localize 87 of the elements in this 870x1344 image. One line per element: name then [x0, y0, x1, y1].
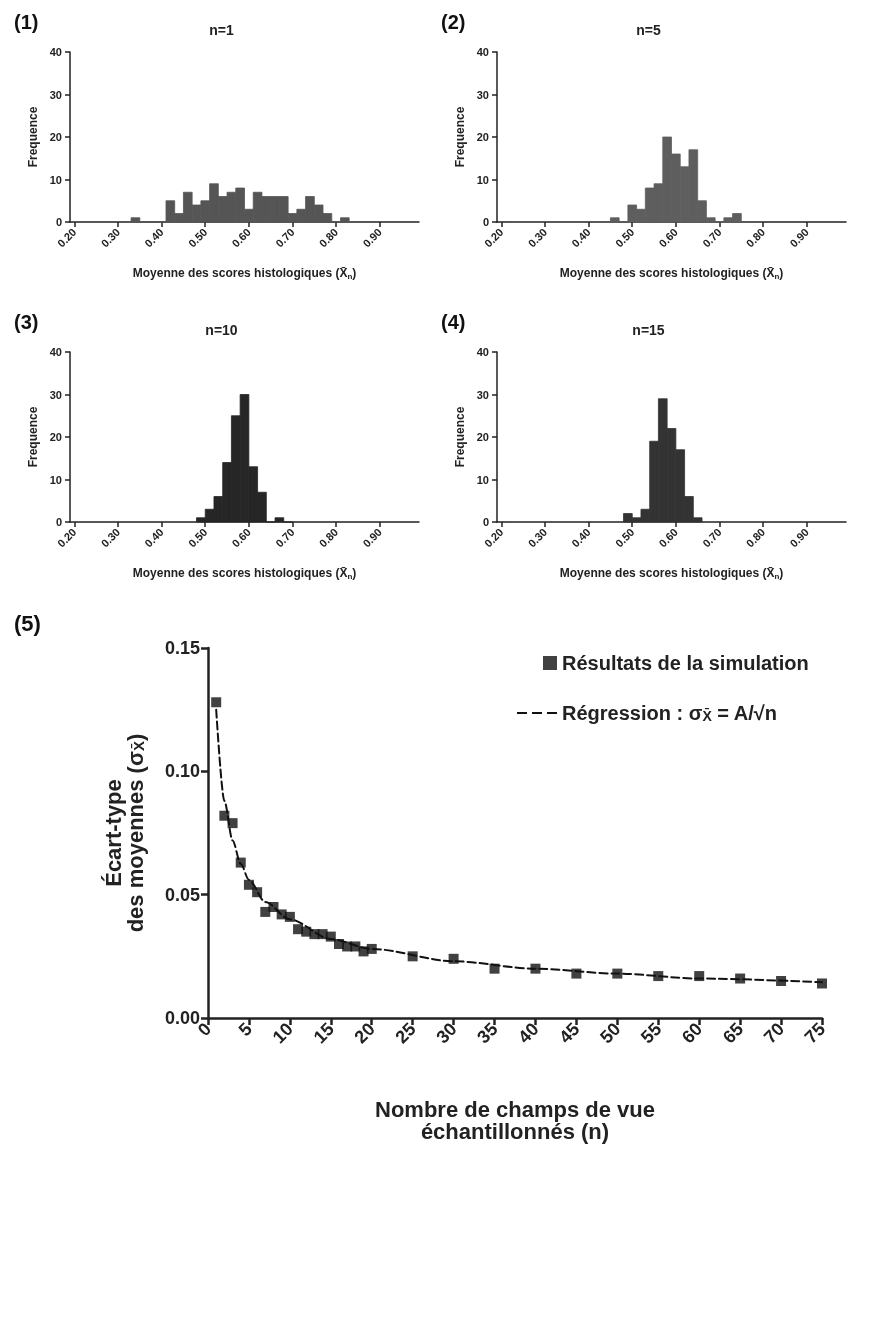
legend-label: Régression : σX̄ = A/√n — [562, 702, 777, 724]
x-tick-label: 0.40 — [569, 525, 593, 550]
x-tick-label: 0.90 — [360, 225, 384, 250]
x-tick-label: 0.80 — [316, 225, 341, 250]
chart-title: n=15 — [632, 322, 665, 338]
y-tick-label: 0 — [482, 516, 489, 528]
y-tick-label: 0.15 — [164, 638, 200, 658]
x-tick-label: 0.30 — [525, 525, 550, 550]
x-tick-label: 0.20 — [481, 525, 506, 550]
x-tick-label: 0.30 — [98, 525, 123, 550]
x-tick-label: 65 — [718, 1018, 748, 1048]
x-tick-label: 0.70 — [700, 225, 724, 250]
x-tick-label: 0.40 — [569, 225, 593, 250]
x-tick-label: 0.90 — [787, 525, 811, 550]
y-axis-title: Frequence — [25, 406, 40, 468]
x-tick-label: 0.70 — [273, 525, 297, 550]
text: (5) — [14, 610, 41, 636]
x-tick-label: 0.50 — [612, 525, 637, 550]
text: (3) — [14, 311, 39, 333]
x-tick-label: 0.40 — [142, 525, 166, 550]
x-tick-label: 0.20 — [54, 525, 79, 550]
x-tick-label: 45 — [555, 1018, 584, 1048]
y-axis-title: Frequence — [452, 106, 467, 168]
x-tick-label: 0.80 — [743, 225, 768, 250]
x-tick-label: 0.50 — [185, 525, 210, 550]
x-tick-label: 40 — [514, 1018, 543, 1048]
y-axis-title: Écart-type des moyennes (σX̄) — [100, 733, 148, 933]
x-tick-label: 0.90 — [360, 525, 384, 550]
x-tick-label: 30 — [432, 1018, 461, 1048]
x-tick-label: 0.90 — [787, 225, 811, 250]
x-tick-label: 0.30 — [525, 225, 550, 250]
y-tick-label: 40 — [49, 346, 62, 358]
y-tick-label: 20 — [476, 131, 489, 143]
y-axis-title: Frequence — [452, 406, 467, 468]
x-tick-label: 25 — [391, 1018, 420, 1048]
y-tick-label: 40 — [476, 346, 489, 358]
x-tick-label: 50 — [596, 1018, 625, 1048]
y-tick-label: 30 — [476, 88, 489, 101]
y-axis-title: Frequence — [25, 106, 40, 168]
text: (4) — [441, 311, 466, 333]
chart-title: n=5 — [636, 22, 661, 38]
x-tick-label: 35 — [473, 1018, 502, 1048]
y-tick-label: 0 — [55, 216, 62, 228]
x-tick-label: 0.60 — [229, 525, 254, 550]
y-tick-label: 0.10 — [164, 761, 200, 782]
x-tick-label: 0.30 — [98, 225, 123, 250]
y-tick-label: 10 — [476, 173, 489, 186]
y-tick-label: 0 — [482, 216, 489, 228]
y-tick-label: 10 — [476, 473, 489, 486]
y-tick-label: 30 — [49, 388, 62, 401]
x-tick-label: 55 — [637, 1018, 666, 1048]
x-tick-label: 0.80 — [316, 525, 341, 550]
y-tick-label: 40 — [49, 46, 62, 58]
x-tick-label: 20 — [350, 1018, 379, 1048]
x-tick-label: 60 — [677, 1018, 707, 1048]
x-tick-label: 0.40 — [142, 225, 166, 250]
x-tick-label: 0.20 — [54, 225, 79, 250]
legend-label: Résultats de la simulation — [562, 652, 809, 674]
x-tick-label: 0.60 — [656, 525, 681, 550]
x-tick-label: 0.70 — [273, 225, 297, 250]
y-tick-label: 40 — [476, 46, 489, 58]
x-tick-label: 5 — [234, 1018, 256, 1041]
x-tick-label: 0.80 — [743, 525, 768, 550]
y-tick-label: 30 — [49, 88, 62, 101]
x-tick-label: 0.60 — [229, 225, 254, 250]
x-axis-title: Nombre de champs de vue échantillonnés (n) — [375, 1096, 655, 1144]
x-tick-label: 0.20 — [481, 225, 506, 250]
x-tick-label: 15 — [309, 1018, 338, 1048]
x-tick-label: 0.60 — [656, 225, 681, 250]
text: (2) — [441, 11, 466, 33]
y-tick-label: 30 — [476, 388, 489, 401]
x-tick-label: 0.70 — [700, 525, 724, 550]
x-tick-label: 10 — [268, 1018, 297, 1048]
y-tick-label: 20 — [476, 431, 489, 443]
y-tick-label: 0 — [55, 516, 62, 528]
x-tick-label: 0.50 — [612, 225, 637, 250]
y-tick-label: 20 — [49, 431, 62, 443]
y-tick-label: 20 — [49, 131, 62, 143]
text: (1) — [14, 11, 39, 33]
x-tick-label: 75 — [800, 1018, 830, 1048]
y-tick-label: 10 — [49, 473, 62, 486]
y-tick-label: 0.05 — [164, 884, 200, 905]
chart-title: n=10 — [205, 322, 238, 338]
x-tick-label: 70 — [759, 1018, 789, 1048]
chart-title: n=1 — [209, 22, 234, 38]
y-tick-label: 10 — [49, 173, 62, 186]
x-tick-label: 0.50 — [185, 225, 210, 250]
